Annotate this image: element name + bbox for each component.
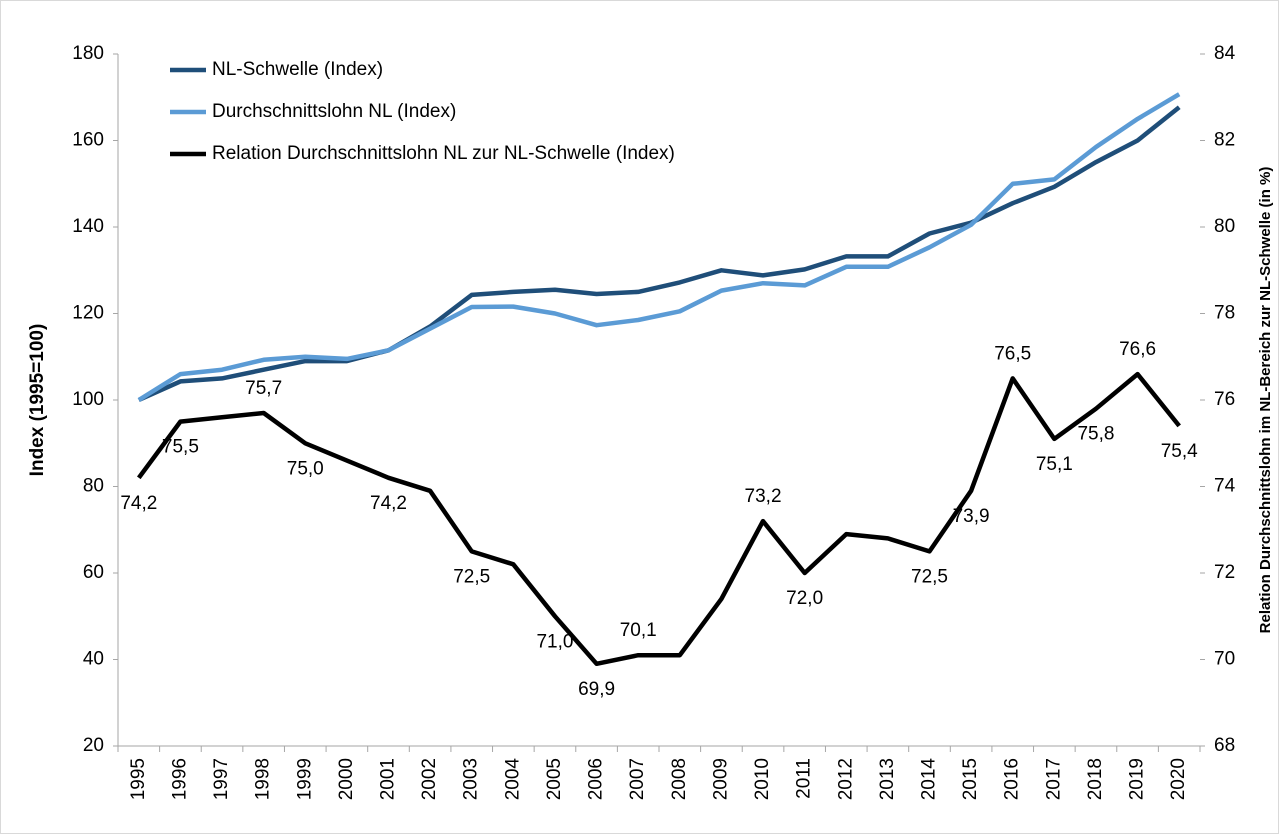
- data-label: 75,1: [1036, 454, 1073, 475]
- y2-tick-label: 72: [1214, 562, 1235, 583]
- y-tick-label: 80: [83, 476, 104, 497]
- x-tick-label: 2015: [960, 758, 981, 800]
- y-tick-label: 180: [72, 43, 104, 64]
- y2-tick-label: 80: [1214, 216, 1235, 237]
- x-tick-label: 2017: [1043, 758, 1064, 800]
- y-tick-label: 40: [83, 649, 104, 670]
- x-tick-label: 2007: [627, 758, 648, 800]
- y-tick-label: 20: [83, 735, 104, 756]
- x-tick-label: 2016: [1002, 758, 1023, 800]
- data-label: 75,7: [245, 378, 282, 399]
- y2-axis-label: Relation Durchschnittslohn im NL-Bereich…: [1257, 167, 1274, 634]
- x-tick-label: 2004: [502, 758, 523, 801]
- data-label: 72,0: [786, 588, 823, 609]
- legend-label: Relation Durchschnittslohn NL zur NL-Sch…: [212, 143, 675, 164]
- data-label: 69,9: [578, 679, 615, 700]
- y2-tick-label: 70: [1214, 649, 1235, 670]
- y-tick-label: 100: [72, 389, 104, 410]
- data-label: 76,5: [994, 343, 1031, 364]
- y2-tick-label: 78: [1214, 303, 1235, 324]
- x-tick-label: 1997: [211, 758, 232, 800]
- data-label: 73,9: [953, 506, 990, 527]
- y-tick-label: 140: [72, 216, 104, 237]
- x-tick-label: 2006: [586, 758, 607, 800]
- y2-tick-label: 84: [1214, 43, 1236, 64]
- x-tick-label: 1998: [253, 758, 274, 800]
- y2-tick-label: 82: [1214, 130, 1235, 151]
- series-line: [137, 92, 1181, 402]
- data-label: 75,8: [1077, 424, 1114, 445]
- x-tick-label: 2013: [877, 758, 898, 800]
- data-label: 71,0: [536, 631, 573, 652]
- data-label: 74,2: [120, 493, 157, 514]
- data-label: 73,2: [745, 486, 782, 507]
- x-tick-label: 2012: [835, 758, 856, 800]
- data-label: 75,5: [162, 437, 199, 458]
- y2-tick-label: 76: [1214, 389, 1235, 410]
- x-tick-label: 2014: [919, 758, 940, 801]
- x-tick-label: 1999: [294, 758, 315, 800]
- y-tick-label: 160: [72, 130, 104, 151]
- x-tick-label: 2018: [1085, 758, 1106, 800]
- x-tick-label: 2009: [710, 758, 731, 800]
- x-tick-label: 2002: [419, 758, 440, 800]
- x-tick-label: 2000: [336, 758, 357, 800]
- x-tick-label: 2003: [461, 758, 482, 800]
- x-tick-label: 2001: [378, 758, 399, 800]
- legend-label: Durchschnittslohn NL (Index): [212, 101, 456, 122]
- data-label: 75,0: [287, 458, 324, 479]
- data-label: 75,4: [1161, 441, 1198, 462]
- x-tick-label: 2010: [752, 758, 773, 800]
- x-tick-label: 2011: [794, 758, 815, 799]
- x-tick-label: 2020: [1168, 758, 1189, 800]
- data-label: 72,5: [453, 566, 490, 587]
- data-label: 70,1: [620, 620, 657, 641]
- series-line: [137, 105, 1181, 403]
- series-line: [136, 371, 1181, 667]
- x-tick-label: 2008: [669, 758, 690, 800]
- y-axis-label: Index (1995=100): [27, 324, 48, 477]
- data-label: 74,2: [370, 493, 407, 514]
- data-label: 76,6: [1119, 339, 1156, 360]
- x-tick-label: 2005: [544, 758, 565, 800]
- x-tick-label: 1996: [169, 758, 190, 800]
- y2-tick-label: 74: [1214, 476, 1236, 497]
- y-tick-label: 120: [72, 303, 104, 324]
- y-tick-label: 60: [83, 562, 104, 583]
- x-tick-label: 1995: [128, 758, 149, 800]
- data-label: 72,5: [911, 566, 948, 587]
- x-tick-label: 2019: [1127, 758, 1148, 800]
- y2-tick-label: 68: [1214, 735, 1235, 756]
- legend-label: NL-Schwelle (Index): [212, 59, 383, 80]
